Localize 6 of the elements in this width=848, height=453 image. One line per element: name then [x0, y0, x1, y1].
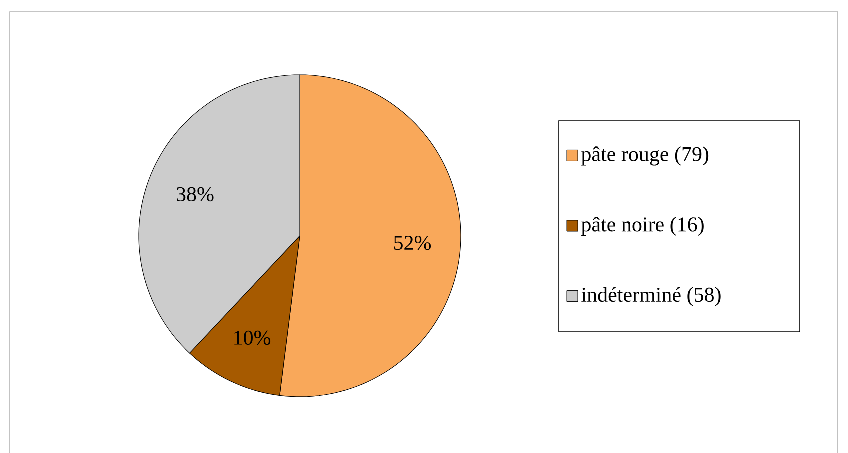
legend-label: indéterminé (58) — [582, 287, 721, 306]
legend-label: pâte noire (16) — [582, 216, 704, 236]
data-label: 38% — [176, 187, 214, 202]
data-label: 10% — [234, 330, 271, 345]
legend-label: pâte rouge (79) — [582, 146, 709, 166]
data-label: 52% — [394, 236, 432, 250]
